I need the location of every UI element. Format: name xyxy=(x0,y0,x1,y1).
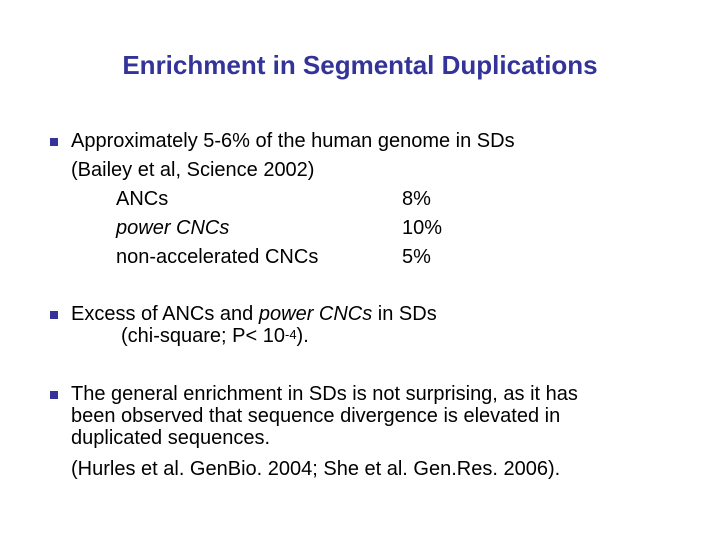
bullet-1-line-2: (Bailey et al, Science 2002) xyxy=(71,159,315,181)
row-label-ancs: ANCs xyxy=(116,188,169,210)
bullet-1-line-1: Approximately 5-6% of the human genome i… xyxy=(71,130,515,152)
row-value-non-accelerated-cncs: 5% xyxy=(402,246,431,268)
bullet-3-line-1: The general enrichment in SDs is not sur… xyxy=(71,383,578,405)
bullet-3-line-2: been observed that sequence divergence i… xyxy=(71,405,561,427)
row-label-non-accelerated-cncs: non-accelerated CNCs xyxy=(116,246,319,268)
bullet-2-text-end: in SDs xyxy=(372,303,437,325)
chi-square-text-end: ). xyxy=(296,325,309,347)
bullet-3-line-4: (Hurles et al. GenBio. 2004; She et al. … xyxy=(71,458,561,480)
bullet-2-text: Excess of ANCs and xyxy=(71,303,259,325)
row-value-power-cncs: 10% xyxy=(402,217,443,239)
bullet-2-italic-text: power CNCs xyxy=(258,303,373,325)
row-label-power-cncs: power CNCs xyxy=(116,217,230,239)
square-bullet-icon xyxy=(50,311,58,319)
bullet-2-line-2: (chi-square; P< 10-4). xyxy=(121,325,309,347)
chi-square-text: (chi-square; P< 10 xyxy=(121,325,285,347)
square-bullet-icon xyxy=(50,138,58,146)
slide-title: Enrichment in Segmental Duplications xyxy=(122,50,598,80)
bullet-3-line-3: duplicated sequences. xyxy=(71,427,271,449)
row-value-ancs: 8% xyxy=(402,188,431,210)
p-exponent: -4 xyxy=(284,327,297,342)
square-bullet-icon xyxy=(50,391,58,399)
bullet-2-line-1: Excess of ANCs and power CNCs in SDs xyxy=(71,303,437,325)
